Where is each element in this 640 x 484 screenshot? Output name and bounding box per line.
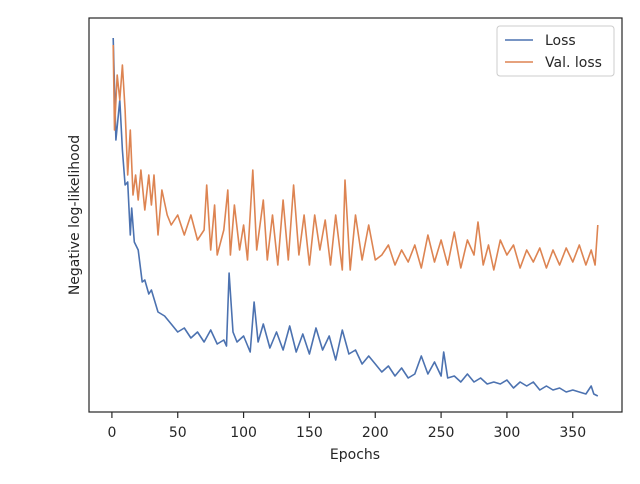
x-tick-label: 50 xyxy=(169,425,187,441)
x-tick-label: 200 xyxy=(362,425,389,441)
legend: Loss Val. loss xyxy=(496,25,615,77)
legend-label: Val. loss xyxy=(545,55,602,71)
plot-area xyxy=(112,37,599,397)
x-tick-label: 300 xyxy=(494,425,521,441)
x-tick-label: 350 xyxy=(559,425,586,441)
axes-frame xyxy=(88,17,623,413)
x-tick-label: 0 xyxy=(107,425,116,441)
x-axis-label: Epochs xyxy=(330,447,380,463)
legend-box xyxy=(496,25,615,77)
y-axis-label: Negative log-likelihood xyxy=(67,135,83,295)
x-tick-label: 250 xyxy=(428,425,455,441)
line xyxy=(112,37,599,397)
x-tick-label: 100 xyxy=(230,425,257,441)
x-tick-label: 150 xyxy=(296,425,323,441)
line xyxy=(112,44,599,271)
legend-label: Loss xyxy=(545,33,576,49)
